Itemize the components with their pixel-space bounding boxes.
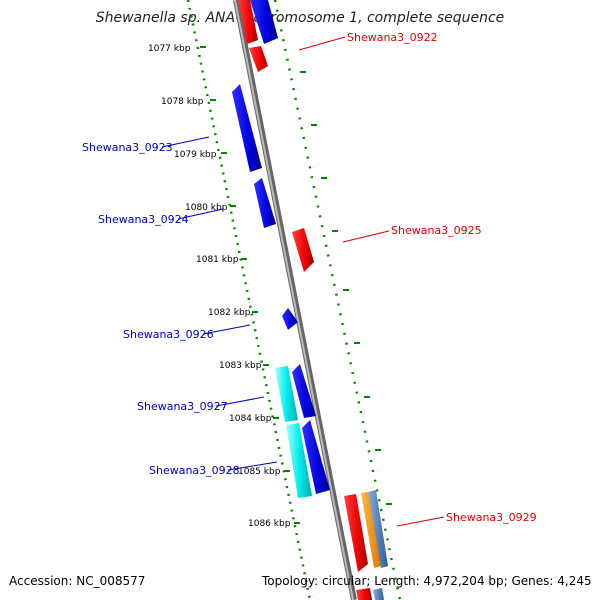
gene-block[interactable]: [356, 588, 372, 600]
kbp-label: 1077 kbp: [148, 44, 191, 54]
gene-0927-rna[interactable]: [275, 366, 298, 422]
gene-0922-arrow[interactable]: [249, 46, 268, 72]
gene-0929-orange[interactable]: [361, 492, 381, 568]
gene-0925-arrow[interactable]: [292, 228, 314, 272]
gene-0923-arrow[interactable]: [232, 84, 262, 172]
gene-label-0927[interactable]: Shewana3_0927: [137, 400, 228, 413]
gene-0928-rna[interactable]: [286, 423, 312, 498]
leader-0929: [396, 516, 445, 527]
gene-0929-steelblue[interactable]: [368, 490, 388, 568]
gene-0927-arrow[interactable]: [292, 364, 316, 418]
kbp-label: 1086 kbp: [248, 519, 291, 529]
gene-block[interactable]: [250, 0, 278, 44]
gene-label-0924[interactable]: Shewana3_0924: [98, 213, 189, 226]
leader-0926: [202, 324, 251, 335]
gene-0929-arrow[interactable]: [344, 494, 368, 572]
kbp-label: 1082 kbp: [208, 308, 251, 318]
gene-label-0929[interactable]: Shewana3_0929: [446, 511, 537, 524]
leader-0922: [298, 36, 346, 51]
kbp-label: 1081 kbp: [196, 255, 239, 265]
leader-0928: [227, 461, 278, 471]
leader-0924: [177, 208, 224, 220]
gene-block[interactable]: [238, 0, 258, 44]
gene-0928-arrow[interactable]: [302, 420, 330, 494]
map-title: Shewanella sp. ANA-3 chromosome 1, compl…: [95, 10, 505, 26]
kbp-label: 1079 kbp: [174, 150, 217, 160]
accession-text: Accession: NC_008577: [9, 574, 146, 588]
leader-0925: [342, 230, 390, 243]
leader-0927: [215, 396, 265, 407]
kbp-label: 1085 kbp: [238, 467, 281, 477]
gene-label-0923[interactable]: Shewana3_0923: [82, 141, 173, 154]
kbp-label: 1084 kbp: [229, 414, 272, 424]
kbp-label: 1080 kbp: [185, 203, 228, 213]
gene-0926-arrow[interactable]: [282, 308, 298, 330]
gene-label-0922[interactable]: Shewana3_0922: [347, 31, 438, 44]
ruler-inner: [186, 0, 312, 600]
gene-0924-arrow[interactable]: [254, 178, 276, 228]
ruler-outer: [273, 0, 402, 600]
leader-0923: [161, 136, 210, 148]
ruler-major-ticks: [200, 46, 392, 524]
topology-text: Topology: circular; Length: 4,972,204 bp…: [262, 574, 592, 588]
gene-label-0925[interactable]: Shewana3_0925: [391, 224, 482, 237]
gene-block[interactable]: [373, 588, 384, 600]
kbp-label: 1083 kbp: [219, 361, 262, 371]
genome-backbone-highlight: [234, 0, 354, 600]
kbp-label: 1078 kbp: [161, 97, 204, 107]
gene-label-0926[interactable]: Shewana3_0926: [123, 328, 214, 341]
gene-label-0928[interactable]: Shewana3_0928: [149, 464, 240, 477]
